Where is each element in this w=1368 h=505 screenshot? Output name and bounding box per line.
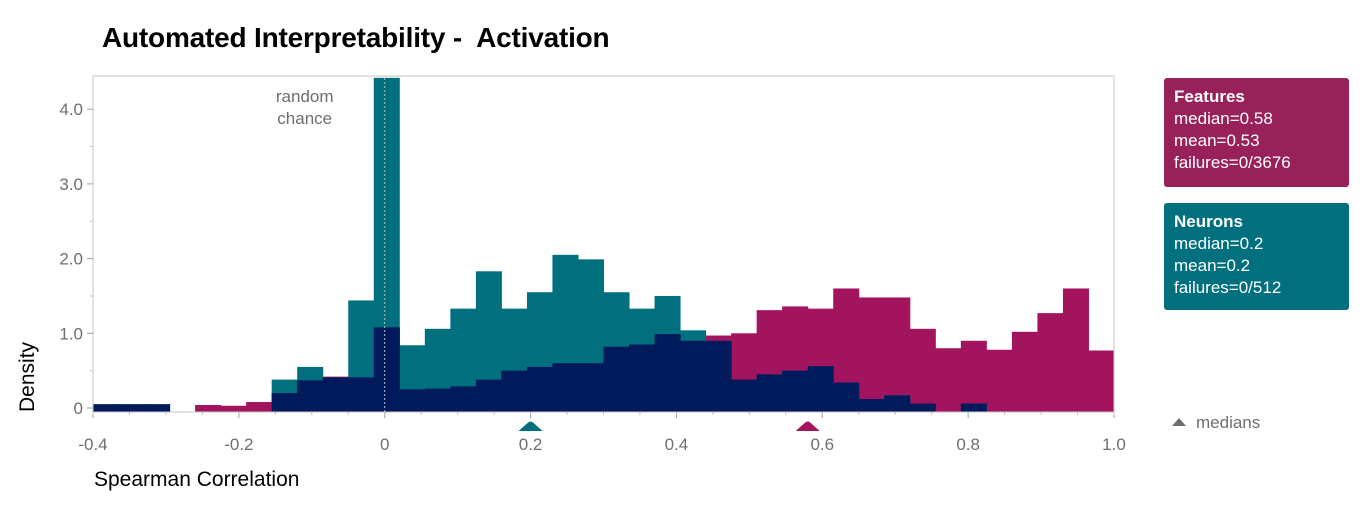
features-mean: mean=0.53 [1174, 131, 1260, 150]
y-tick-label: 3.0 [59, 175, 83, 194]
annotation-line: chance [277, 109, 332, 128]
median-triangle-icon [1172, 418, 1186, 426]
features-bar [884, 297, 911, 412]
overlap-bar [731, 379, 758, 412]
x-tick-label: 0.8 [956, 435, 980, 454]
overlap-bar [322, 377, 349, 412]
features-bar [909, 328, 936, 412]
overlap-bar [118, 404, 145, 412]
x-tick-label: 0 [380, 435, 389, 454]
overlap-bar [629, 344, 656, 412]
neurons-box-title: Neurons [1174, 212, 1243, 231]
y-tick-label: 4.0 [59, 100, 83, 119]
overlap-bar [680, 340, 707, 412]
chart-title: Automated Interpretability - Activation [102, 22, 610, 53]
x-tick-label: 0.4 [665, 435, 689, 454]
median-markers [518, 421, 820, 431]
random-chance-annotation: random chance [276, 87, 334, 128]
overlap-bar [884, 395, 911, 412]
y-axis-ticks: 0 1.0 2.0 3.0 4.0 [59, 100, 93, 418]
overlap-bar [144, 404, 171, 412]
overlap-bar [526, 366, 553, 412]
features-bar [1088, 350, 1115, 412]
features-bar [960, 340, 987, 412]
features-bar [986, 349, 1013, 412]
overlap-bar [960, 403, 987, 412]
x-tick-label: 1.0 [1102, 435, 1126, 454]
overlap-bar [858, 399, 885, 412]
features-bar [935, 348, 962, 412]
x-axis-title: Spearman Correlation [94, 468, 299, 491]
y-tick-label: 2.0 [59, 250, 83, 269]
features-bar [1011, 331, 1038, 412]
overlap-bars [93, 327, 987, 412]
overlap-bar [399, 389, 426, 412]
neurons-mean: mean=0.2 [1174, 256, 1251, 275]
features-stats-box: Features median=0.58 mean=0.53 failures=… [1164, 78, 1349, 187]
overlap-bar [373, 327, 400, 412]
features-bar [858, 297, 885, 412]
overlap-bar [424, 388, 451, 412]
features-bar [220, 405, 247, 412]
features-bar [246, 402, 273, 412]
overlap-bar [93, 404, 120, 412]
overlap-bar [603, 346, 630, 412]
neurons-stats-box: Neurons median=0.2 mean=0.2 failures=0/5… [1164, 203, 1349, 310]
medians-legend-label: medians [1196, 413, 1261, 432]
x-axis-ticks: -0.4 -0.2 0 0.2 0.4 0.6 0.8 1.0 [78, 412, 1126, 454]
neurons-median-marker [518, 421, 543, 431]
y-tick-label: 0 [74, 399, 83, 418]
overlap-bar [756, 374, 783, 412]
overlap-bar [833, 382, 860, 412]
x-tick-label: -0.4 [78, 435, 107, 454]
overlap-bar [348, 377, 375, 412]
overlap-bar [552, 363, 579, 412]
y-tick-label: 1.0 [59, 324, 83, 343]
overlap-bar [577, 363, 604, 412]
features-bar [1062, 288, 1089, 412]
neurons-failures: failures=0/512 [1174, 278, 1282, 297]
features-failures: failures=0/3676 [1174, 153, 1291, 172]
overlap-bar [705, 340, 732, 412]
overlap-bar [654, 334, 681, 412]
x-tick-label: -0.2 [224, 435, 253, 454]
features-median-marker [795, 421, 820, 431]
neurons-median: median=0.2 [1174, 234, 1264, 253]
features-bar [195, 405, 222, 412]
medians-legend: medians [1172, 413, 1260, 433]
annotation-line: random [276, 87, 334, 106]
overlap-bar [909, 403, 936, 412]
y-axis-title: Density [16, 341, 39, 412]
overlap-bar [475, 379, 502, 412]
x-tick-label: 0.6 [810, 435, 834, 454]
overlap-bar [297, 380, 324, 412]
features-bar [1037, 313, 1064, 412]
features-median: median=0.58 [1174, 109, 1273, 128]
overlap-bar [782, 370, 809, 412]
features-box-title: Features [1174, 87, 1245, 106]
overlap-bar [450, 386, 477, 412]
overlap-bar [807, 366, 834, 412]
overlap-bar [501, 370, 528, 412]
overlap-bar [271, 393, 298, 412]
x-tick-label: 0.2 [519, 435, 543, 454]
